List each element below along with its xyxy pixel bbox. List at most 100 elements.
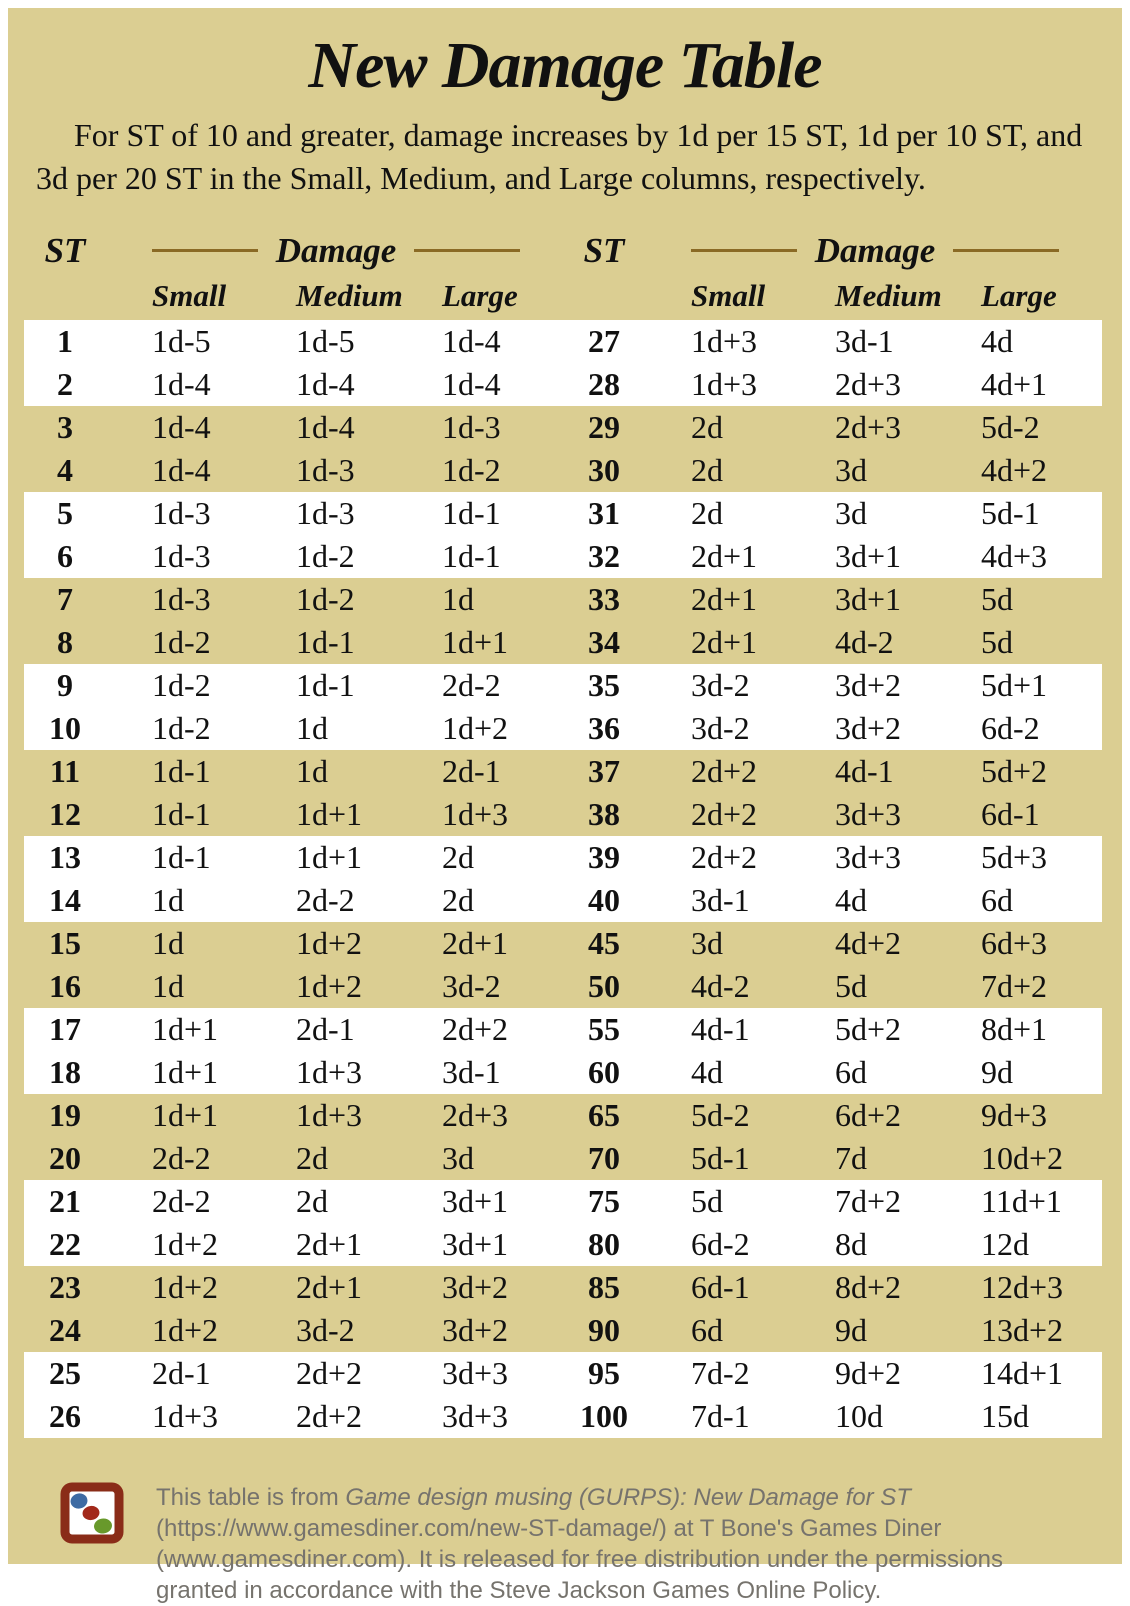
damage-value-small: 4d [691, 1053, 723, 1090]
damage-value-medium: 9d+2 [835, 1354, 902, 1391]
damage-value-medium: 5d [835, 967, 867, 1004]
damage-value-small: 1d-3 [152, 580, 211, 617]
damage-value-medium: 1d [296, 752, 328, 789]
damage-value-large: 2d-2 [442, 666, 501, 703]
st-value: 17 [49, 1010, 81, 1047]
damage-value-large: 3d+3 [442, 1354, 509, 1391]
damage-value-small: 2d+2 [691, 795, 758, 832]
damage-value-large: 6d-2 [981, 709, 1040, 746]
damage-value-medium: 2d-1 [296, 1010, 355, 1047]
logo-dot-blue [70, 1493, 88, 1509]
damage-value-small: 6d [691, 1311, 723, 1348]
st-value: 33 [588, 580, 620, 617]
table-row: 18 1d+1 1d+3 3d-1 60 4d 6d 9d [24, 1050, 1102, 1094]
damage-value-small: 1d-3 [152, 537, 211, 574]
table-row: 14 1d 2d-2 2d 40 3d-1 4d 6d [24, 878, 1102, 922]
damage-value-medium: 2d+3 [835, 408, 902, 445]
damage-value-medium: 5d+2 [835, 1010, 902, 1047]
st-value: 25 [49, 1354, 81, 1391]
table-row: 15 1d 1d+2 2d+1 45 3d 4d+2 6d+3 [24, 922, 1102, 965]
damage-value-medium: 1d+3 [296, 1096, 363, 1133]
st-value: 85 [588, 1268, 620, 1305]
games-diner-logo [60, 1482, 124, 1544]
damage-header-label: Damage [275, 230, 397, 270]
damage-column-header: Damage [128, 231, 563, 271]
damage-value-small: 1d+1 [152, 1010, 219, 1047]
damage-value-medium: 4d+2 [835, 924, 902, 961]
damage-value-small: 1d [152, 924, 184, 961]
st-value: 8 [57, 623, 73, 660]
damage-value-small: 1d+2 [152, 1225, 219, 1262]
st-value: 95 [588, 1354, 620, 1391]
damage-value-large: 1d+1 [442, 623, 509, 660]
st-value: 10 [49, 709, 81, 746]
damage-value-small: 1d-2 [152, 666, 211, 703]
st-value: 90 [588, 1311, 620, 1348]
damage-value-medium: 3d-1 [835, 322, 894, 359]
damage-value-large: 5d-2 [981, 408, 1040, 445]
table-row: 3 1d-4 1d-4 1d-3 29 2d 2d+3 5d-2 [24, 406, 1102, 449]
st-value: 4 [57, 451, 73, 488]
damage-value-small: 2d-1 [152, 1354, 211, 1391]
damage-value-medium: 6d [835, 1053, 867, 1090]
damage-value-small: 4d-2 [691, 967, 750, 1004]
st-value: 11 [49, 752, 81, 789]
st-value: 38 [588, 795, 620, 832]
damage-value-small: 1d-5 [152, 322, 211, 359]
table-subheader: Small Medium Large Small Medium Large [24, 272, 1102, 320]
damage-value-medium: 1d-4 [296, 408, 355, 445]
damage-value-small: 2d+1 [691, 580, 758, 617]
damage-value-small: 1d [152, 881, 184, 918]
table-row: 26 1d+3 2d+2 3d+3 100 7d-1 10d 15d [24, 1394, 1102, 1438]
damage-value-large: 1d-3 [442, 408, 501, 445]
damage-value-medium: 4d-1 [835, 752, 894, 789]
st-column-header: ST [583, 230, 625, 270]
damage-value-small: 1d+2 [152, 1268, 219, 1305]
damage-value-small: 1d-4 [152, 365, 211, 402]
damage-value-small: 2d-2 [152, 1139, 211, 1176]
damage-value-medium: 1d+1 [296, 838, 363, 875]
damage-value-large: 5d+3 [981, 838, 1048, 875]
damage-value-large: 3d-1 [442, 1053, 501, 1090]
damage-value-medium: 7d+2 [835, 1182, 902, 1219]
header-rule-left [691, 249, 797, 253]
st-value: 19 [49, 1096, 81, 1133]
damage-value-small: 6d-1 [691, 1268, 750, 1305]
st-value: 36 [588, 709, 620, 746]
damage-value-large: 9d [981, 1053, 1013, 1090]
st-value: 22 [49, 1225, 81, 1262]
damage-value-medium: 7d [835, 1139, 867, 1176]
damage-value-small: 1d+3 [691, 365, 758, 402]
damage-value-large: 3d+1 [442, 1225, 509, 1262]
st-value: 34 [588, 623, 620, 660]
header-rule-right [953, 249, 1060, 253]
damage-value-large: 1d [442, 580, 474, 617]
st-value: 7 [57, 580, 73, 617]
table-row: 10 1d-2 1d 1d+2 36 3d-2 3d+2 6d-2 [24, 706, 1102, 750]
intro-line-1: For ST of 10 and greater, damage increas… [74, 116, 1083, 153]
damage-value-small: 2d [691, 494, 723, 531]
damage-value-large: 2d+3 [442, 1096, 509, 1133]
st-value: 80 [588, 1225, 620, 1262]
damage-value-medium: 1d+1 [296, 795, 363, 832]
footer: This table is from Game design musing (G… [60, 1482, 1052, 1606]
damage-value-medium: 3d+1 [835, 580, 902, 617]
damage-value-large: 6d+3 [981, 924, 1048, 961]
damage-value-large: 2d+1 [442, 924, 509, 961]
st-value: 20 [49, 1139, 81, 1176]
damage-value-small: 2d+1 [691, 623, 758, 660]
damage-value-small: 1d-2 [152, 709, 211, 746]
damage-value-large: 3d-2 [442, 967, 501, 1004]
st-value: 1 [57, 322, 73, 359]
table-row: 9 1d-2 1d-1 2d-2 35 3d-2 3d+2 5d+1 [24, 663, 1102, 707]
damage-value-medium: 3d+3 [835, 838, 902, 875]
damage-value-small: 1d+3 [152, 1397, 219, 1434]
table-row: 25 2d-1 2d+2 3d+3 95 7d-2 9d+2 14d+1 [24, 1351, 1102, 1395]
st-value: 75 [588, 1182, 620, 1219]
damage-value-medium: 2d+3 [835, 365, 902, 402]
damage-value-medium: 3d-2 [296, 1311, 355, 1348]
small-column-header: Small [152, 277, 227, 313]
intro-line-2: 3d per 20 ST in the Small, Medium, and L… [36, 159, 926, 196]
damage-value-large: 4d+2 [981, 451, 1048, 488]
st-column-header: ST [44, 230, 86, 270]
